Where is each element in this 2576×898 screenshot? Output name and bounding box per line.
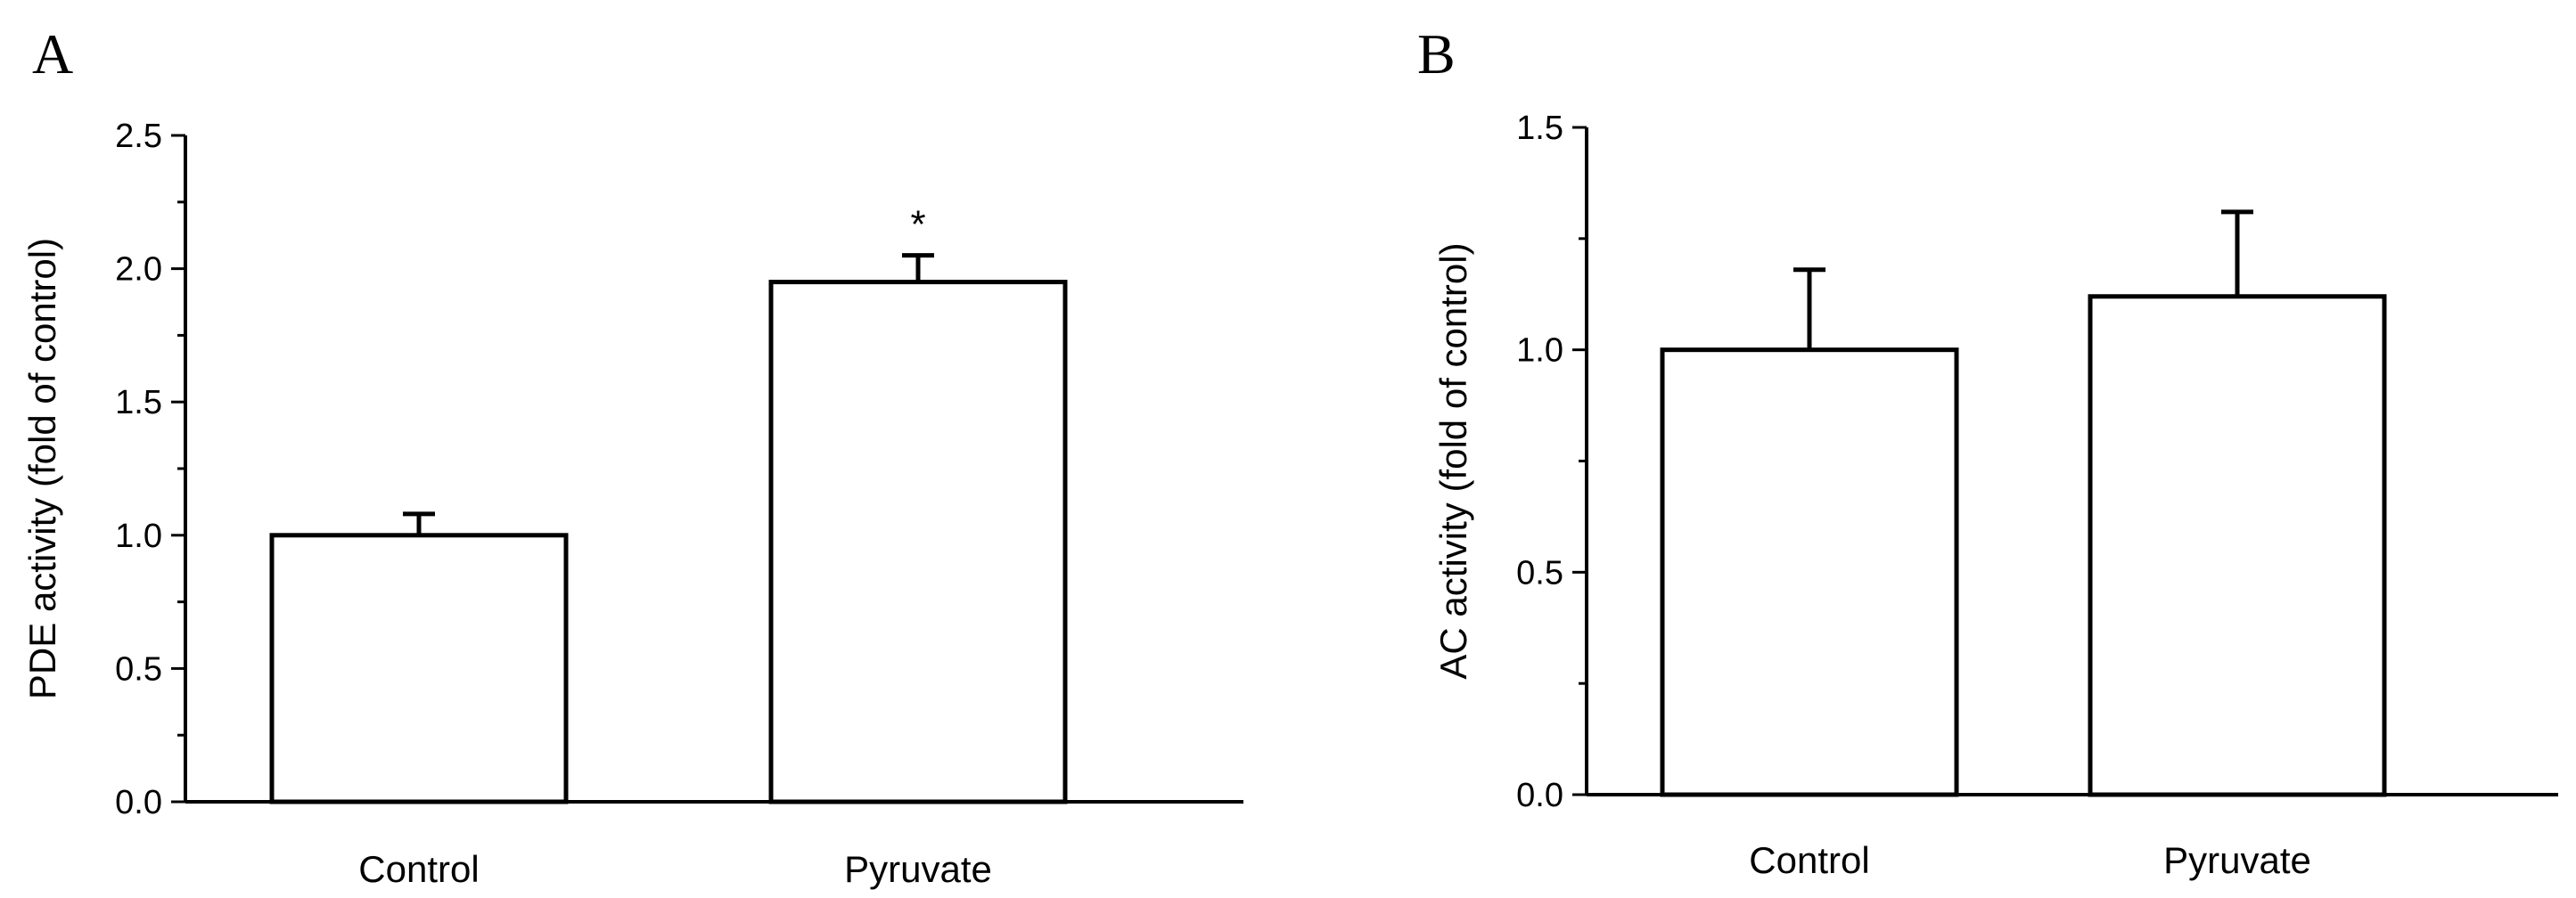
y-tick-label: 2.5: [115, 118, 162, 155]
y-tick-label: 0.5: [1516, 554, 1563, 592]
y-tick-label: 2.0: [115, 251, 162, 289]
category-label: Control: [358, 848, 479, 890]
y-tick-label: 1.0: [1516, 332, 1563, 370]
panel-b: B AC activity (fold of control) 0.0 0.5 1.…: [1417, 22, 2558, 881]
significance-marker: *: [910, 203, 925, 247]
bar: [1660, 347, 1959, 797]
panel-a: A PDE activity (fold of control) 0.0 0.5 1…: [21, 22, 1243, 890]
y-tick-label: 1.0: [115, 518, 162, 555]
panel-label-b: B: [1417, 22, 1456, 86]
category-label: Control: [1749, 839, 1869, 881]
panel-label-a: A: [32, 22, 73, 86]
y-tick-label: 0.0: [115, 784, 162, 821]
bars-a: Control Pyruvate *: [269, 203, 1068, 890]
y-axis-title-a: PDE activity (fold of control): [21, 238, 63, 699]
bar: [269, 533, 569, 804]
y-tick-label: 0.0: [1516, 777, 1563, 814]
category-label: Pyruvate: [2163, 839, 2311, 881]
bar: [2088, 294, 2387, 797]
y-tick-label: 0.5: [115, 650, 162, 688]
bar: [768, 280, 1068, 804]
y-axis-ticks-b: 0.0 0.5 1.0 1.5: [1516, 110, 1587, 814]
y-tick-label: 1.5: [1516, 110, 1563, 147]
y-axis-ticks-a: 0.0 0.5 1.0 1.5 2.0 2.5: [115, 118, 185, 821]
y-axis-title-b: AC activity (fold of control): [1432, 242, 1474, 679]
category-label: Pyruvate: [844, 848, 992, 890]
bars-b: Control Pyruvate: [1660, 209, 2387, 881]
y-tick-label: 1.5: [115, 384, 162, 421]
